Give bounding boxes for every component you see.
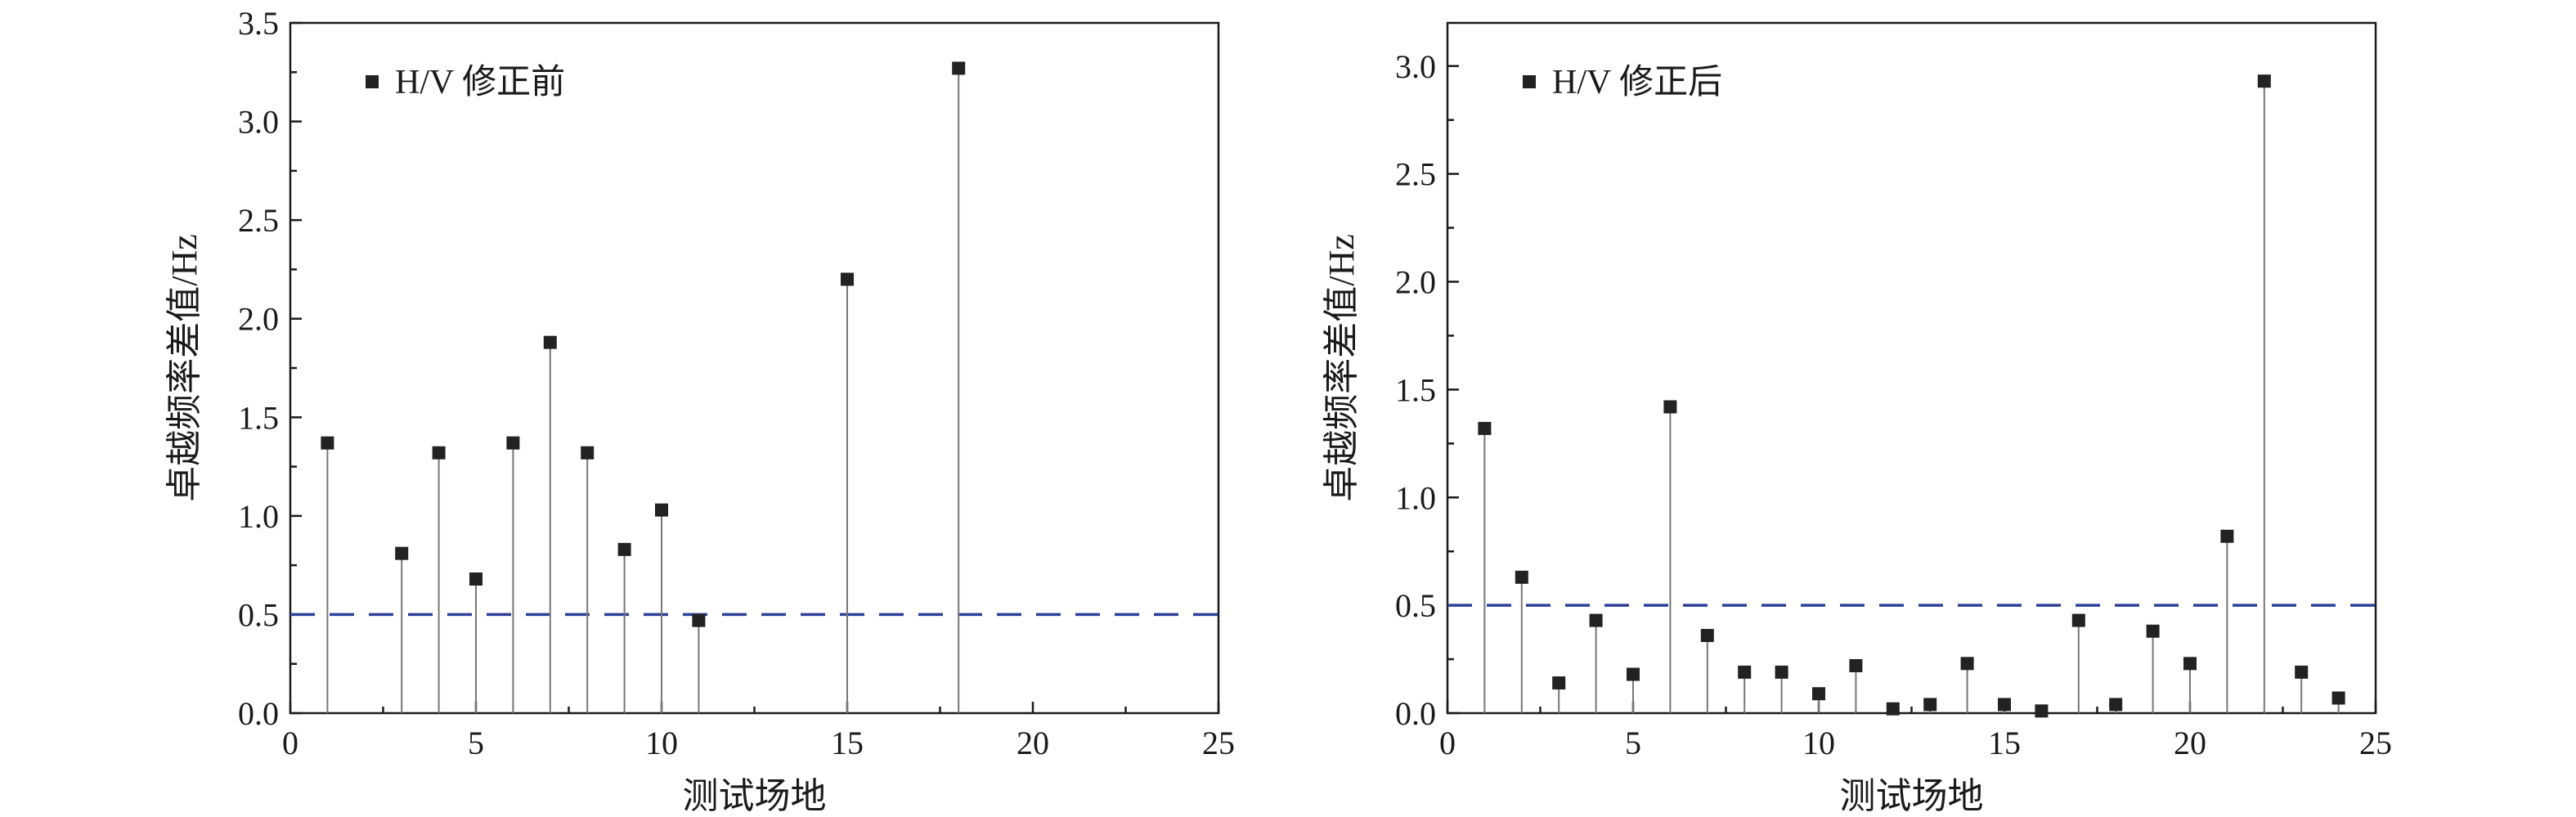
left-y-tick-label: 3.5	[238, 5, 279, 42]
left-x-axis-title: 测试场地	[683, 776, 827, 816]
right-data-point	[1663, 400, 1677, 414]
left-data-point	[655, 503, 668, 517]
right-plot-frame	[1446, 21, 2377, 715]
right-data-point	[1478, 421, 1492, 435]
left-data-point	[952, 61, 966, 75]
right-legend-label: H/V 修正后	[1552, 64, 1722, 101]
right-x-tick-label: 20	[2174, 725, 2206, 761]
right-x-tick-label: 25	[2359, 725, 2392, 761]
right-data-point	[2257, 74, 2271, 88]
left-data-point	[581, 446, 595, 460]
right-x-tick-label: 0	[1439, 725, 1456, 761]
left-data-point	[841, 272, 854, 286]
right-data-point	[1998, 698, 2011, 712]
right-data-point	[1515, 570, 1528, 584]
left-data-point	[543, 335, 557, 349]
right-data-point	[1960, 657, 1974, 671]
left-x-tick-label: 5	[468, 725, 484, 761]
right-data-point	[2146, 624, 2160, 638]
left-y-tick-label: 2.0	[238, 301, 279, 338]
left-data-point	[506, 436, 520, 450]
left-chart: 0 5 10 15 20 25 0.0 0.5 1.0 1.5 2.0 2.5 3.0 3.5 测试场地 卓越…	[164, 5, 1235, 816]
left-data-point	[469, 572, 482, 586]
right-legend-marker	[1523, 75, 1536, 88]
right-y-tick-label: 0.0	[1395, 695, 1436, 732]
left-data-point	[395, 546, 409, 560]
right-x-tick-label: 5	[1625, 725, 1641, 761]
left-x-tick-label: 0	[282, 725, 298, 761]
left-data-point	[692, 613, 706, 627]
left-data-point	[432, 446, 446, 460]
left-x-tick-label: 10	[645, 725, 678, 761]
right-data-point	[1589, 613, 1603, 627]
left-x-tick-label: 25	[1202, 725, 1235, 761]
left-y-tick-label: 0.5	[238, 596, 279, 633]
right-x-tick-label: 15	[1988, 725, 2021, 761]
left-y-tick-label: 1.5	[238, 399, 279, 436]
right-data-point	[1738, 665, 1752, 679]
left-legend-label: H/V 修正前	[395, 64, 565, 101]
right-data-point	[1812, 687, 1825, 701]
left-x-tick-label: 15	[831, 725, 864, 761]
right-data-point	[1775, 665, 1788, 679]
left-plot-frame	[289, 21, 1220, 715]
right-data-point	[1923, 698, 1937, 712]
right-chart: 0 5 10 15 20 25 0.0 0.5 1.0 1.5 2.0 2.5 3.0 测试场地 卓越频率差…	[1322, 21, 2392, 816]
right-y-tick-label: 3.0	[1395, 48, 1436, 85]
left-y-axis-title: 卓越频率差值/Hz	[164, 234, 204, 502]
left-x-tick-label: 20	[1016, 725, 1049, 761]
right-data-point	[2071, 613, 2085, 627]
right-data-point	[1700, 629, 1714, 643]
right-y-tick-label: 1.0	[1395, 479, 1436, 516]
right-y-axis-title: 卓越频率差值/Hz	[1322, 234, 1362, 502]
left-legend-marker	[366, 75, 379, 88]
right-y-tick-label: 2.0	[1395, 264, 1436, 301]
right-data-point	[2035, 704, 2049, 718]
right-x-tick-label: 10	[1802, 725, 1835, 761]
right-data-point	[1886, 702, 1900, 716]
right-data-point	[1552, 676, 1566, 690]
right-y-tick-label: 2.5	[1395, 156, 1436, 193]
left-y-tick-label: 2.5	[238, 202, 279, 239]
right-data-point	[2331, 691, 2345, 705]
right-y-tick-label: 0.5	[1395, 587, 1436, 624]
right-x-axis-title: 测试场地	[1840, 776, 1984, 816]
left-y-tick-label: 3.0	[238, 104, 279, 141]
right-data-point	[1627, 667, 1640, 681]
left-data-point	[321, 436, 334, 450]
right-data-point	[2109, 698, 2123, 712]
right-y-tick-label: 1.5	[1395, 371, 1436, 408]
right-data-point	[2295, 665, 2309, 679]
left-data-point	[617, 542, 631, 556]
right-data-point	[1849, 658, 1863, 672]
right-data-point	[2220, 529, 2234, 543]
left-y-tick-label: 1.0	[238, 498, 279, 535]
left-y-tick-label: 0.0	[238, 695, 279, 732]
right-data-point	[2183, 657, 2197, 671]
